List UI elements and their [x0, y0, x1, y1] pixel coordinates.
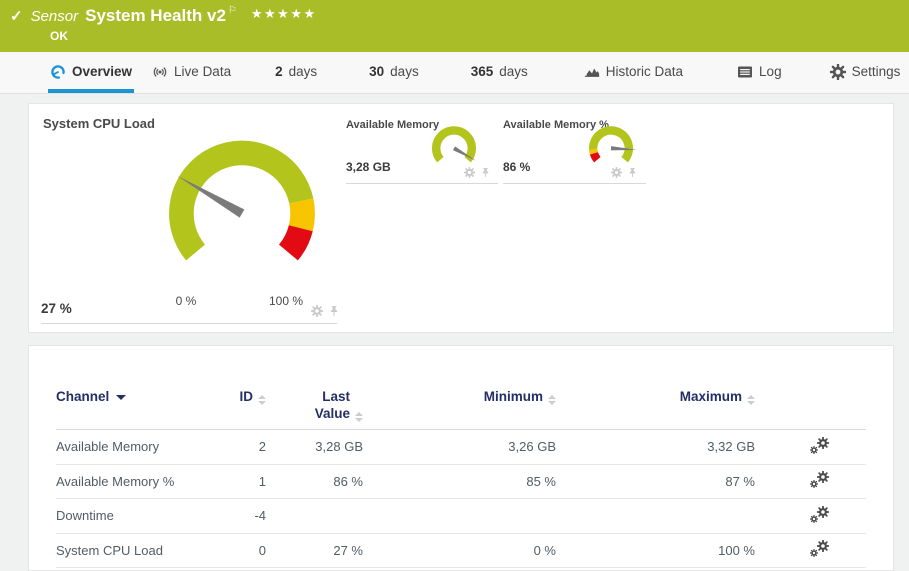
tab-bar: Overview Live Data 2 days 30 days 365 da…	[0, 52, 909, 94]
tab-log[interactable]: Log	[735, 52, 784, 93]
priority-stars[interactable]: ★★★★★	[250, 6, 317, 21]
cell-maximum: 87 %	[725, 473, 755, 489]
chart-icon	[584, 64, 600, 80]
gauge-block-available-memory: Available Memory 3,28 GB	[346, 116, 498, 186]
gauges-panel: System CPU Load 0 % 100 % 27 % Available…	[28, 103, 894, 333]
table-row: Available Memory % 1 86 % 85 % 87 %	[56, 465, 866, 499]
tab-days[interactable]: 30 days	[369, 64, 419, 79]
gauge-min-label: 0 %	[175, 294, 197, 308]
gear-icon[interactable]	[464, 167, 475, 178]
available-memory-pct-gauge[interactable]	[581, 122, 641, 182]
sort-icon	[747, 395, 755, 405]
tab-live-data[interactable]: Live Data	[150, 52, 233, 93]
cell-id: 1	[258, 473, 266, 489]
cell-minimum: 0 %	[533, 542, 556, 558]
col-header-last-value[interactable]: Last Value	[266, 388, 363, 422]
sensor-type-label: Sensor	[30, 7, 79, 25]
col-header-maximum[interactable]: Maximum	[556, 388, 755, 405]
gears-icon	[810, 506, 829, 523]
gauge-value: 3,28 GB	[346, 160, 391, 174]
cpu-load-gauge[interactable]	[147, 134, 337, 295]
cell-minimum: 3,26 GB	[508, 439, 556, 455]
gauge-value: 27 %	[41, 301, 72, 316]
channel-settings-button[interactable]	[755, 437, 866, 457]
channels-panel: Channel ID Last Value Minimum Maximum Av…	[28, 345, 894, 571]
sort-icon	[355, 412, 363, 422]
cell-id: 0	[258, 542, 266, 558]
available-memory-gauge[interactable]	[424, 122, 484, 182]
cell-channel: Available Memory %	[56, 473, 175, 489]
cell-id: 2	[258, 439, 266, 455]
tab-historic-data[interactable]: Historic Data	[582, 52, 685, 93]
gears-icon	[810, 437, 829, 454]
gears-icon	[810, 471, 829, 488]
gauge-value: 86 %	[503, 160, 531, 174]
gauge-block-system-cpu-load: System CPU Load 0 % 100 % 27 %	[29, 104, 369, 332]
check-icon: ✓	[10, 8, 23, 25]
table-row: Downtime -4	[56, 499, 866, 534]
table-row: Available Memory 2 3,28 GB 3,26 GB 3,32 …	[56, 430, 866, 465]
sort-icon	[548, 395, 556, 405]
cell-last-value: 86 %	[333, 473, 363, 489]
divider	[346, 183, 498, 184]
sort-desc-icon	[116, 395, 127, 400]
divider	[503, 183, 646, 184]
cell-maximum: 3,32 GB	[707, 439, 755, 455]
table-header: Channel ID Last Value Minimum Maximum	[56, 388, 866, 430]
col-header-minimum[interactable]: Minimum	[363, 388, 556, 405]
col-header-channel[interactable]: Channel	[56, 388, 231, 405]
channel-settings-button[interactable]	[755, 471, 866, 491]
gear-icon[interactable]	[611, 167, 622, 178]
gears-icon	[810, 540, 829, 557]
table-row: System CPU Load 0 27 % 0 % 100 %	[56, 534, 866, 568]
col-header-id[interactable]: ID	[231, 388, 266, 405]
channel-settings-button[interactable]	[755, 540, 866, 560]
pin-icon[interactable]	[627, 167, 638, 178]
cell-maximum: 100 %	[718, 542, 755, 558]
gauge-actions	[611, 167, 638, 178]
gear-icon[interactable]	[311, 305, 323, 317]
flag-icon[interactable]: ⚐	[227, 4, 237, 16]
cell-last-value: 3,28 GB	[315, 439, 363, 455]
channel-settings-button[interactable]	[755, 506, 866, 526]
log-icon	[737, 64, 753, 80]
cell-last-value: 27 %	[333, 542, 363, 558]
settings-icon	[830, 64, 846, 80]
gauge-block-available-memory-pct: Available Memory % 86 %	[503, 116, 646, 186]
status-badge: OK	[50, 29, 68, 43]
cell-channel: Downtime	[56, 508, 114, 524]
cell-channel: System CPU Load	[56, 542, 163, 558]
gauge-title: System CPU Load	[43, 116, 155, 131]
pin-icon[interactable]	[328, 305, 340, 317]
cell-channel: Available Memory	[56, 439, 160, 455]
gauge-actions	[464, 167, 491, 178]
pin-icon[interactable]	[480, 167, 491, 178]
tab-days[interactable]: 365 days	[470, 64, 528, 79]
gauge-title: Available Memory %	[503, 119, 609, 131]
tab-days[interactable]: 2 days	[275, 64, 318, 79]
cell-minimum: 85 %	[526, 473, 556, 489]
gauge-max-label: 100 %	[268, 294, 304, 308]
gauge-actions	[311, 305, 340, 317]
tab-settings[interactable]: Settings	[828, 52, 903, 93]
sort-icon	[258, 395, 266, 405]
gauge-title: Available Memory	[346, 119, 440, 131]
tab-overview[interactable]: Overview	[48, 52, 135, 93]
live-icon	[152, 64, 168, 80]
table-body: Available Memory 2 3,28 GB 3,26 GB 3,32 …	[56, 430, 866, 568]
divider	[41, 323, 337, 324]
gauge-icon	[50, 64, 66, 80]
cell-id: -4	[254, 508, 266, 524]
sensor-header-row: ✓ Sensor System Health v2 ⚐ ★★★★★	[10, 4, 317, 26]
page-title: System Health v2	[85, 6, 226, 25]
sensor-header: ✓ Sensor System Health v2 ⚐ ★★★★★ OK	[0, 0, 909, 52]
